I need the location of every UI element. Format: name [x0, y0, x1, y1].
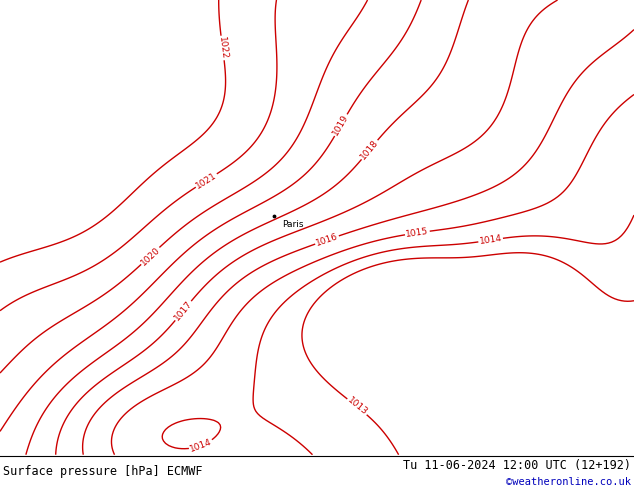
- Text: ©weatheronline.co.uk: ©weatheronline.co.uk: [506, 477, 631, 487]
- Text: Paris: Paris: [282, 220, 304, 229]
- Text: Tu 11-06-2024 12:00 UTC (12+192): Tu 11-06-2024 12:00 UTC (12+192): [403, 459, 631, 472]
- Text: 1019: 1019: [331, 113, 351, 137]
- Text: Surface pressure [hPa] ECMWF: Surface pressure [hPa] ECMWF: [3, 465, 203, 478]
- Text: 1014: 1014: [189, 437, 213, 454]
- Text: 1016: 1016: [314, 232, 339, 248]
- Text: 1020: 1020: [139, 245, 162, 267]
- Text: 1018: 1018: [359, 138, 380, 162]
- Text: 1013: 1013: [346, 396, 369, 417]
- Text: 1017: 1017: [172, 299, 194, 322]
- Text: 1014: 1014: [479, 234, 503, 246]
- Text: 1022: 1022: [217, 36, 228, 60]
- Text: 1015: 1015: [405, 227, 429, 239]
- Text: 1021: 1021: [194, 171, 218, 191]
